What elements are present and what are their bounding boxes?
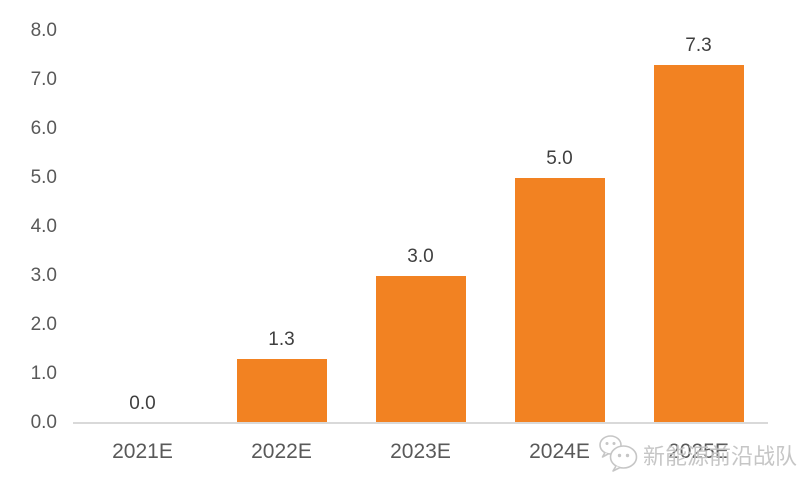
y-axis-tick-label: 0.0 [30, 412, 57, 433]
y-axis-tick-label: 8.0 [30, 20, 57, 41]
bar-value-label: 3.0 [407, 246, 434, 267]
bar-value-label: 5.0 [546, 148, 573, 169]
x-axis-line [73, 422, 768, 424]
y-axis-tick-label: 1.0 [30, 363, 57, 384]
y-axis-tick-label: 2.0 [30, 314, 57, 335]
bar-2025E [653, 65, 744, 423]
watermark: 新能源前沿战队 [596, 431, 797, 479]
x-axis-label: 2024E [529, 440, 590, 463]
x-axis-label: 2021E [112, 440, 173, 463]
bar-value-label: 1.3 [268, 329, 295, 351]
y-axis-tick-label: 4.0 [30, 216, 57, 237]
y-axis-tick-label: 7.0 [30, 69, 57, 90]
x-axis-label: 2023E [390, 440, 451, 463]
bar-value-label: 0.0 [129, 393, 156, 414]
watermark-text: 新能源前沿战队 [643, 444, 798, 469]
bar-2024E [514, 178, 605, 423]
bar-2022E [236, 359, 327, 423]
y-axis-tick-label: 3.0 [30, 265, 57, 286]
x-axis-label: 2025E [668, 440, 729, 463]
bar-value-label: 7.3 [685, 35, 712, 57]
bar-2023E [375, 276, 466, 423]
y-axis-tick-label: 6.0 [30, 118, 57, 139]
x-axis-label: 2022E [251, 440, 312, 463]
y-axis-tick-label: 5.0 [30, 167, 57, 188]
wechat-icon [596, 432, 640, 479]
